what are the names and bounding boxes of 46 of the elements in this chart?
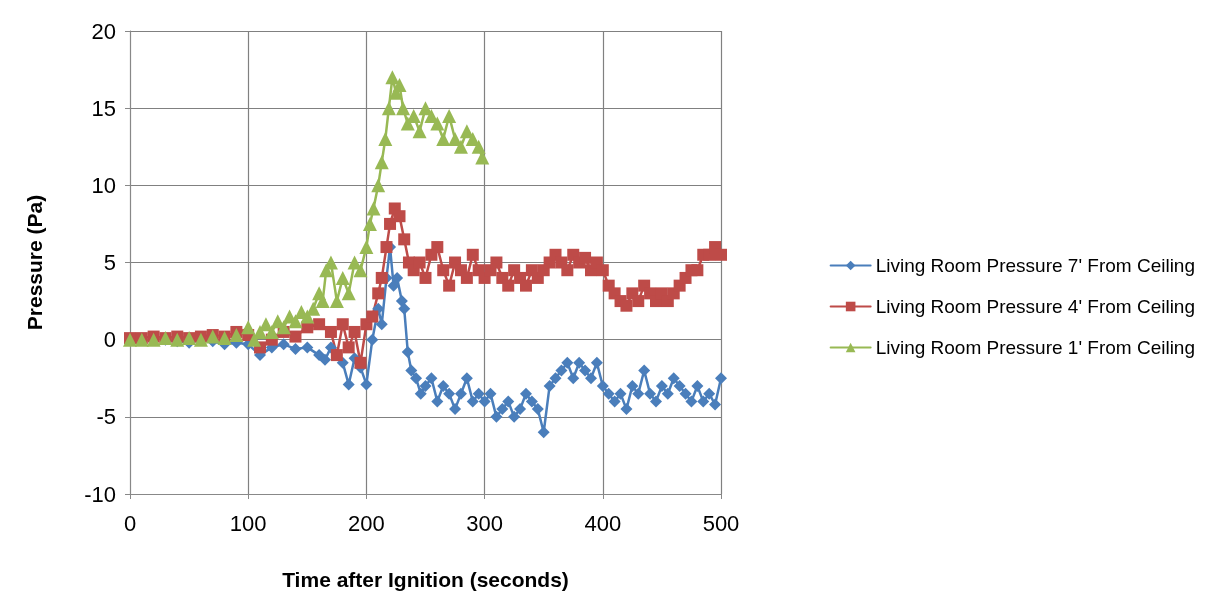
point xyxy=(229,328,244,343)
point xyxy=(241,320,256,335)
point xyxy=(396,101,411,116)
point xyxy=(264,324,279,339)
x-tick-label: 500 xyxy=(702,510,740,536)
point xyxy=(300,309,315,324)
x-axis-title: Time after Ignition (seconds) xyxy=(282,568,569,591)
x-tick-label: 0 xyxy=(123,510,137,536)
point xyxy=(471,139,486,154)
x-tick-label: 300 xyxy=(466,510,503,536)
y-tick-label: 10 xyxy=(91,172,116,198)
point xyxy=(424,108,439,123)
point xyxy=(306,301,321,316)
point xyxy=(385,70,400,85)
point xyxy=(436,132,451,147)
point xyxy=(288,314,303,329)
point xyxy=(442,108,457,123)
y-tick-label: -10 xyxy=(84,481,116,507)
point xyxy=(378,132,393,147)
point xyxy=(353,263,368,278)
point xyxy=(341,286,356,301)
y-tick-label: 15 xyxy=(91,95,116,121)
point xyxy=(359,240,374,255)
point xyxy=(374,155,389,170)
point xyxy=(453,139,468,154)
y-tick-label: 5 xyxy=(103,250,116,275)
point xyxy=(146,332,161,347)
point xyxy=(362,216,377,231)
y-tick-label: 0 xyxy=(103,327,116,353)
y-tick-label: 20 xyxy=(91,18,116,44)
point xyxy=(335,270,350,285)
legend-label: Living Room Pressure 1' From Ceiling xyxy=(875,337,1196,358)
y-tick-label: -5 xyxy=(96,404,116,430)
x-tick-label: 200 xyxy=(348,510,385,536)
x-tick-label: 400 xyxy=(584,510,622,536)
point xyxy=(371,178,386,193)
point xyxy=(412,124,427,139)
x-tick-label: 100 xyxy=(229,510,267,536)
point xyxy=(366,201,381,216)
point xyxy=(381,101,396,116)
y-axis-title: Pressure (Pa) xyxy=(23,194,46,331)
point xyxy=(247,332,262,347)
legend-label: Living Room Pressure 7' From Ceiling xyxy=(875,255,1196,276)
legend-label: Living Room Pressure 4' From Ceiling xyxy=(875,296,1196,317)
point xyxy=(392,78,407,93)
point xyxy=(430,116,445,131)
